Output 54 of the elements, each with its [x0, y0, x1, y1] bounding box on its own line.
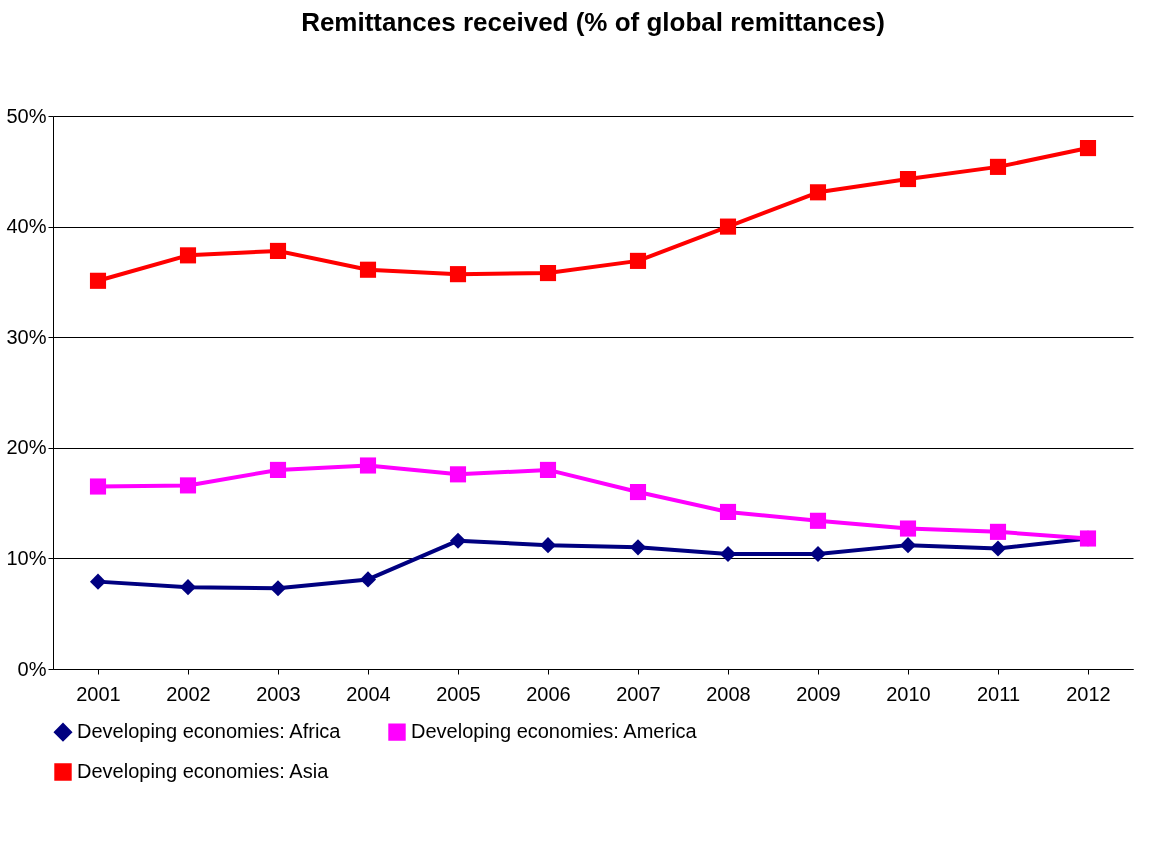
y-tick-label: 30% — [6, 325, 47, 348]
y-tick-label: 50% — [6, 104, 47, 127]
point — [89, 478, 107, 495]
point — [989, 158, 1007, 175]
point — [629, 483, 647, 501]
x-tick-label: 2008 — [706, 682, 751, 705]
point — [359, 457, 377, 474]
x-tick-label: 2006 — [526, 682, 571, 705]
point — [539, 537, 557, 554]
x-tick-label: 2007 — [616, 682, 661, 705]
x-tick-label: 2010 — [886, 682, 931, 705]
x-tick-label: 2002 — [166, 682, 211, 705]
chart-title: Remittances received (% of global remittances) — [301, 7, 885, 37]
x-tick-label: 2011 — [976, 682, 1021, 705]
point — [359, 571, 377, 588]
point — [269, 242, 287, 259]
point — [539, 461, 557, 478]
point — [269, 461, 287, 478]
point — [719, 218, 737, 235]
x-tick-label: 2004 — [346, 682, 391, 705]
point — [629, 539, 647, 556]
point — [539, 264, 557, 282]
x-tick-label: 2001 — [76, 682, 121, 705]
y-tick-label: 40% — [6, 215, 47, 238]
y-tick-label: 10% — [6, 546, 47, 569]
y-tick-label: 20% — [6, 436, 47, 459]
point — [269, 580, 287, 597]
point — [179, 247, 197, 264]
point — [449, 466, 467, 483]
point — [899, 537, 917, 554]
point — [989, 523, 1007, 540]
legend-label: Developing economies: Africa — [77, 720, 342, 743]
point — [179, 579, 197, 596]
point — [899, 520, 917, 537]
x-tick-label: 2003 — [256, 682, 301, 705]
point — [449, 532, 467, 549]
point — [719, 503, 737, 521]
point — [809, 184, 827, 201]
point — [359, 261, 377, 278]
x-tick-label: 2005 — [436, 682, 481, 705]
y-tick-label: 0% — [17, 657, 47, 680]
x-tick-label: 2012 — [1066, 682, 1111, 705]
x-tick-label: 2009 — [796, 682, 841, 705]
legend-label: Developing economies: Asia — [77, 760, 330, 782]
point — [89, 272, 107, 289]
point — [899, 170, 917, 188]
point — [449, 266, 467, 283]
point — [179, 477, 197, 494]
point — [989, 540, 1007, 557]
point — [89, 573, 107, 590]
point — [629, 252, 647, 269]
point — [809, 512, 827, 529]
point — [1079, 140, 1097, 157]
legend-label: Developing economies: America — [411, 720, 698, 743]
